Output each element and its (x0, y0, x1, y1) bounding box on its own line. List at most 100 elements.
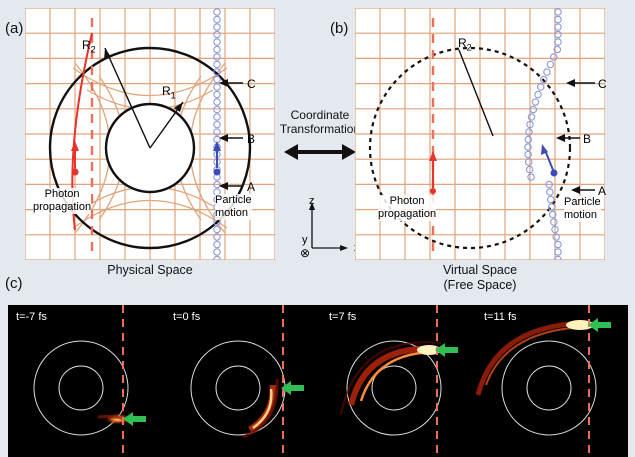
particle-trace-dot (213, 45, 221, 54)
particle-trace-dot (524, 150, 532, 159)
particle-trace-dot (548, 210, 557, 219)
particle-trace-dot (213, 23, 221, 31)
frame-t-11: t=11 fs (476, 305, 628, 457)
pointer-c-head (566, 79, 575, 87)
particle-trace-dot (213, 83, 221, 91)
particle-trace-dot (552, 233, 560, 241)
particle-trace-dot (213, 90, 221, 99)
particle-trace-dot (213, 60, 221, 69)
particle-trace-dot (526, 120, 534, 129)
particle-trace-dot (547, 203, 556, 211)
particle-trace-dot (543, 68, 551, 76)
outer-circle-r2 (48, 46, 252, 250)
particle-trace-dot (524, 143, 532, 151)
particle-trace-dot (213, 128, 221, 136)
point-b-label-b: B (583, 132, 592, 146)
particle-trace-dot (213, 15, 221, 24)
particle-trace-dot (213, 30, 221, 39)
particle-trace-dot (213, 38, 221, 46)
frame-t-minus-7: t=-7 fs (8, 305, 162, 457)
virtual-space-caption: Virtual Space (Free Space) (442, 263, 518, 292)
particle-arrow-head (541, 144, 548, 155)
particle-arrow (544, 149, 554, 171)
particle-motion-label-b: Particle motion (564, 196, 601, 222)
particle-motion-dots (524, 8, 562, 260)
frame-1-time-label: t=-7 fs (16, 311, 47, 323)
frame-2-time-label: t=0 fs (173, 311, 201, 323)
particle-trace-dot (213, 240, 221, 249)
double-arrow-icon (284, 144, 356, 160)
particle-trace-dot (554, 30, 562, 39)
axes-indicator (309, 202, 348, 251)
particle-trace-dot (554, 23, 562, 31)
virtual-space-diagram (355, 8, 605, 260)
particle-trace-dot (550, 218, 558, 226)
r2-label-a: R2 (82, 38, 96, 55)
pointer-a-head (219, 182, 228, 190)
z-axis-label: z (309, 195, 315, 207)
frame-1-plot (33, 305, 146, 457)
pointer-b-head (219, 134, 228, 142)
particle-trace-dot (554, 255, 562, 260)
particle-trace-dot (551, 225, 559, 234)
panel-a-label: (a) (5, 20, 24, 37)
particle-trace-dot (554, 15, 562, 24)
point-a-label-a: A (247, 180, 256, 194)
photon-dot (430, 188, 436, 194)
particle-trace-dot (213, 105, 221, 114)
photon-arrow-head (429, 151, 437, 161)
particle-trace-dot (213, 255, 221, 260)
frame-4-time-label: t=11 fs (484, 311, 517, 323)
particle-trace-dot (534, 90, 542, 99)
physical-space-diagram (25, 8, 275, 260)
r1-arrow-head (174, 102, 183, 112)
particle-trace-dot (213, 53, 221, 61)
particle-trace-dot (550, 53, 558, 61)
particle-trace-dot (213, 98, 221, 106)
particle-dot (213, 168, 221, 176)
physical-space-caption: Physical Space (107, 263, 193, 277)
particle-trace-dot (524, 135, 533, 144)
particle-trace-dot (524, 158, 533, 166)
frame-t-0: t=0 fs (165, 305, 318, 457)
particle-trace-dot (536, 83, 545, 91)
particle-trace-dot (553, 45, 562, 54)
r2-radius-line (104, 47, 151, 149)
dashed-circle-r2 (368, 46, 572, 250)
r1-label-a: R1 (162, 84, 176, 101)
point-a-label-b: A (598, 184, 607, 198)
coordinate-transformation-label: Coordinate Transformation (279, 108, 361, 136)
particle-trace-dot (547, 195, 555, 204)
particle-trace-dot (213, 113, 221, 121)
frame-2-plot (190, 305, 304, 457)
pointer-b-head (556, 134, 565, 142)
frame-t-7: t=7 fs (321, 305, 473, 457)
particle-trace-dot (213, 180, 221, 189)
simulation-strip: t=-7 fs t=0 fs t=7 fs (8, 305, 628, 457)
particle-trace-dot (527, 113, 536, 121)
y-axis-into-page-icon: ⊗ (300, 246, 311, 260)
particle-trace-dot (554, 8, 562, 16)
particle-trace-dot (540, 75, 548, 84)
photon-propagation-label-b: Photon propagation (378, 195, 437, 221)
photon-dot (71, 168, 79, 176)
particle-trace-dot (525, 128, 533, 136)
particle-trace-dot (546, 60, 555, 69)
particle-trace-dot (554, 248, 562, 256)
pointer-a-head (571, 186, 580, 194)
particle-trace-dot (213, 8, 221, 16)
photon-arrow-head (71, 141, 79, 151)
frame-4-plot (476, 305, 611, 457)
particle-trace-dot (531, 98, 540, 106)
frame-3-time-label: t=7 fs (329, 311, 357, 323)
particle-motion-label-a: Particle motion (215, 194, 252, 220)
r2-arrow-head (104, 48, 111, 60)
particle-arrow-head (213, 141, 221, 151)
particle-trace-dot (529, 105, 538, 114)
point-c-label-b: C (598, 77, 607, 91)
particle-trace-dot (213, 248, 221, 256)
particle-trace-dot (545, 180, 553, 189)
panel-b-label: (b) (330, 20, 349, 37)
point-c-label-a: C (247, 77, 256, 91)
panel-c-label: (c) (5, 275, 23, 292)
